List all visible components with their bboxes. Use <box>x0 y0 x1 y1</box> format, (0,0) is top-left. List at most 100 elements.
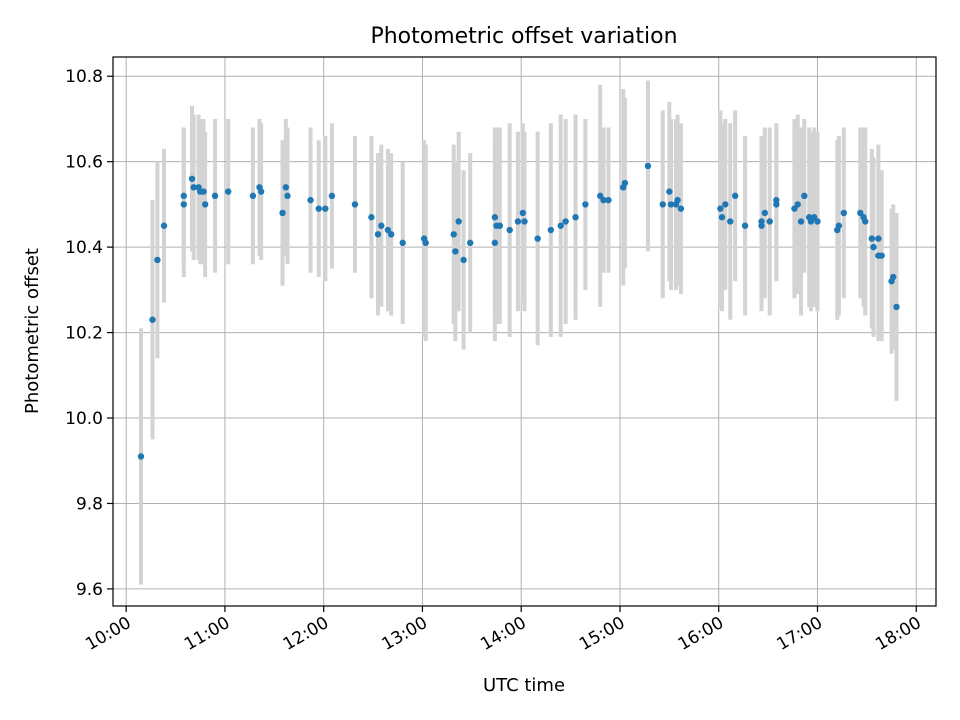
data-point <box>600 196 607 204</box>
data-point <box>282 184 290 191</box>
data-point <box>582 201 589 208</box>
data-point <box>249 192 257 200</box>
data-point <box>257 188 265 195</box>
data-point <box>491 239 499 247</box>
x-axis-label: UTC time <box>483 675 565 696</box>
data-point <box>450 231 457 238</box>
data-point <box>387 231 395 238</box>
x-axis: 10:00 11:00 12:00 13:00 14:00 15:00 16:00 17:00… <box>82 606 925 655</box>
data-point <box>794 201 801 208</box>
data-point <box>835 222 843 229</box>
data-point <box>870 243 877 251</box>
y-tick-label: 10.8 <box>65 67 103 87</box>
data-point <box>718 214 726 221</box>
data-point <box>368 214 375 221</box>
plot-frame <box>112 56 937 607</box>
data-point <box>374 231 382 238</box>
data-point <box>211 192 219 200</box>
data-point <box>644 162 652 170</box>
data-point <box>605 196 612 204</box>
data-point <box>875 235 882 242</box>
data-point <box>766 218 773 225</box>
data-point <box>188 175 196 182</box>
y-tick-label: 10.2 <box>65 324 103 344</box>
data-point <box>801 192 808 200</box>
data-point <box>491 214 499 221</box>
data-point <box>149 316 156 323</box>
data-point <box>496 222 504 229</box>
data-point <box>731 192 739 200</box>
data-point <box>667 201 675 208</box>
data-point <box>557 222 564 229</box>
data-point <box>722 201 729 208</box>
data-point <box>315 205 322 212</box>
data-point <box>201 201 209 208</box>
data-point <box>878 252 885 259</box>
data-point <box>534 235 541 242</box>
data-point <box>562 218 569 225</box>
data-point <box>180 201 187 208</box>
data-point <box>521 218 528 225</box>
data-point <box>519 209 527 217</box>
x-tick-label: 18:00 <box>872 613 924 655</box>
x-tick-label: 16:00 <box>675 613 727 655</box>
data-point <box>399 239 406 247</box>
data-point <box>758 222 765 229</box>
data-point <box>506 226 513 234</box>
y-axis: 9.6 9.8 10.0 10.2 10.4 10.6 10.8 <box>65 67 113 600</box>
data-point <box>422 239 429 247</box>
y-axis-label: Photometric offset <box>22 248 43 414</box>
data-point <box>307 196 314 204</box>
data-point <box>893 303 900 311</box>
data-point <box>351 201 359 208</box>
data-point <box>761 209 769 217</box>
data-point <box>190 184 197 191</box>
y-tick-label: 10.0 <box>65 409 103 429</box>
data-point <box>727 218 734 225</box>
data-point <box>455 218 462 225</box>
x-tick-label: 14:00 <box>477 613 529 655</box>
data-point <box>378 222 385 229</box>
data-point <box>773 201 780 208</box>
y-tick-label: 10.6 <box>65 153 103 173</box>
data-point <box>814 218 821 225</box>
x-tick-label: 13:00 <box>379 613 431 655</box>
data-point <box>677 205 685 212</box>
data-point <box>452 248 459 255</box>
data-point <box>180 192 187 200</box>
data-point <box>862 218 869 225</box>
x-tick-label: 10:00 <box>82 613 134 655</box>
x-tick-label: 11:00 <box>181 613 233 655</box>
data-point <box>890 273 897 281</box>
data-point <box>674 196 681 204</box>
data-point <box>659 201 666 208</box>
chart-title: Photometric offset variation <box>370 24 677 49</box>
data-point <box>797 218 805 225</box>
data-point <box>466 239 474 247</box>
data-point <box>840 209 848 217</box>
data-point <box>547 226 555 234</box>
y-tick-label: 9.8 <box>76 494 103 514</box>
data-point <box>322 205 329 212</box>
data-point <box>868 235 876 242</box>
data-points <box>137 162 900 460</box>
data-point <box>137 453 145 460</box>
data-point <box>160 222 168 229</box>
x-tick-label: 12:00 <box>280 613 332 655</box>
data-point <box>225 188 232 195</box>
data-point <box>200 188 207 195</box>
data-point <box>666 188 673 195</box>
data-point <box>741 222 749 229</box>
data-point <box>284 192 291 200</box>
x-tick-label: 15:00 <box>576 613 628 655</box>
data-point <box>279 209 286 217</box>
data-point <box>621 179 629 187</box>
data-point <box>328 192 336 200</box>
data-point <box>514 218 522 225</box>
data-point <box>460 256 467 264</box>
data-point <box>717 205 724 212</box>
data-point <box>154 256 161 264</box>
data-point <box>572 214 579 221</box>
x-tick-label: 17:00 <box>774 613 826 655</box>
